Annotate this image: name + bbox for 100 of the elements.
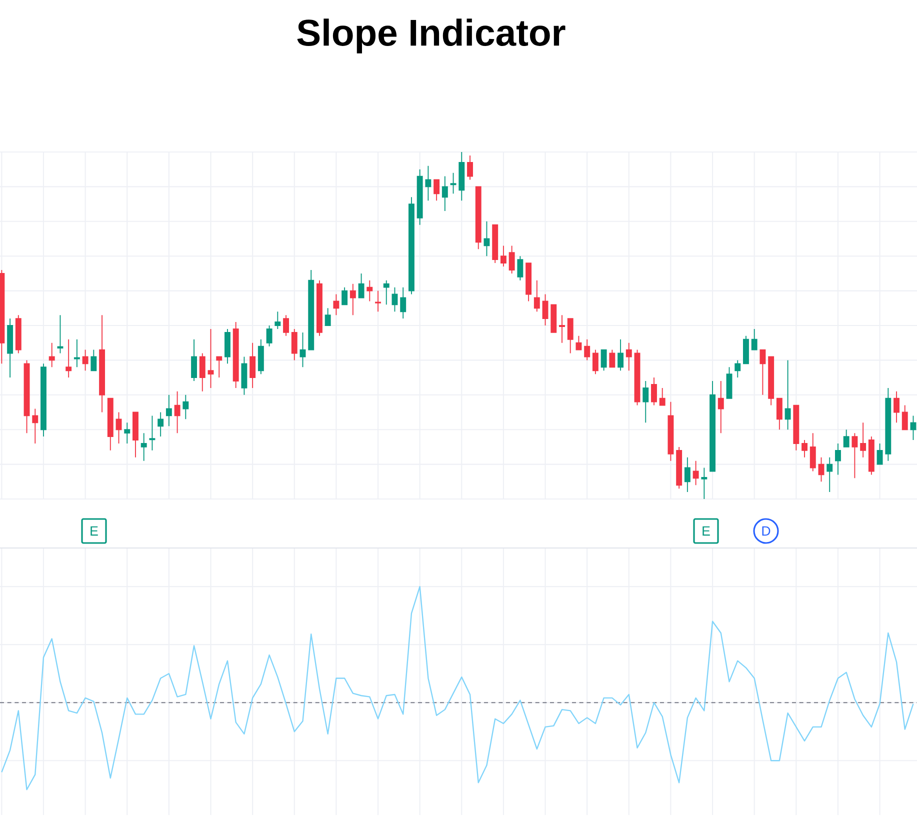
candlestick [316, 280, 322, 336]
candlestick [876, 443, 883, 465]
candlestick [7, 318, 14, 378]
candlestick [216, 356, 222, 378]
candlestick [24, 360, 30, 434]
candlestick [375, 290, 381, 312]
text: E [90, 526, 98, 536]
candlestick [718, 380, 724, 434]
candlestick [626, 342, 632, 372]
candlestick [751, 328, 758, 350]
candlestick [600, 349, 607, 372]
candlestick [442, 176, 448, 212]
candlestick [324, 308, 331, 326]
candlestick [642, 380, 649, 424]
candlestick [902, 404, 908, 430]
candlestick [434, 179, 440, 202]
candlestick [291, 328, 298, 361]
candlestick [584, 338, 590, 361]
candlestick [467, 155, 473, 180]
candlestick [166, 394, 172, 427]
candlestick [760, 349, 766, 396]
candlestick [860, 422, 866, 458]
candlestick [852, 432, 858, 479]
candlestick [475, 186, 482, 250]
candlestick [810, 432, 816, 472]
candlestick [458, 152, 465, 202]
candlestick [776, 398, 782, 430]
candlestick [500, 245, 506, 267]
candlestick [534, 280, 540, 312]
candlestick [333, 294, 340, 316]
candlestick [66, 338, 72, 378]
candlestick [258, 338, 264, 375]
text: D [762, 526, 770, 536]
candlestick [140, 432, 147, 462]
candlestick [659, 387, 666, 406]
candlestick [425, 165, 432, 202]
candlestick [132, 412, 138, 458]
candlestick [508, 245, 515, 274]
candlestick [784, 360, 791, 430]
candlestick [726, 366, 732, 399]
candlestick [885, 387, 892, 462]
candlestick [768, 356, 774, 406]
candlestick [710, 380, 716, 472]
candlestick [559, 314, 565, 344]
candlestick [308, 270, 314, 350]
candlestick [634, 349, 640, 406]
candlestick [191, 338, 198, 382]
candlestick [701, 467, 708, 500]
candlestick [684, 456, 690, 493]
text: E [702, 526, 710, 536]
candlestick [266, 325, 272, 347]
candlestick [592, 349, 598, 375]
candlestick [174, 390, 180, 434]
candlestick [668, 401, 674, 462]
candlestick [676, 446, 682, 490]
candlestick [383, 280, 390, 306]
candlestick [834, 443, 841, 476]
candlestick [224, 328, 230, 364]
candlestick [366, 280, 373, 302]
candlestick [793, 404, 800, 451]
candlestick [342, 286, 348, 306]
candlestick [15, 314, 22, 354]
candlestick [74, 338, 80, 368]
candlestick [692, 460, 699, 486]
candlestick [199, 352, 206, 392]
chart-title: Slope Indicator [297, 18, 566, 54]
candlestick [90, 349, 97, 372]
candlestick [416, 168, 423, 226]
candlestick [408, 196, 414, 295]
candlestick [0, 270, 5, 364]
candlestick [350, 283, 356, 316]
candlestick [567, 318, 574, 354]
candlestick [274, 311, 281, 330]
candlestick [149, 415, 156, 451]
candlestick [99, 314, 106, 413]
candlestick [250, 342, 256, 388]
candlestick [618, 338, 624, 372]
candlestick [550, 304, 557, 333]
candlestick [283, 314, 289, 336]
candlestick [743, 335, 749, 364]
candlestick [894, 390, 900, 424]
candlestick [40, 363, 46, 438]
candlestick [802, 440, 808, 458]
candlestick [124, 422, 130, 444]
candlestick [358, 272, 364, 298]
candlestick [526, 262, 532, 302]
candlestick [492, 224, 498, 264]
candlestick [158, 412, 164, 438]
candlestick [400, 286, 406, 320]
candlestick [826, 456, 833, 493]
candlestick [107, 398, 114, 451]
candlestick [232, 322, 239, 388]
candlestick [32, 408, 38, 444]
candlestick [182, 394, 189, 420]
candlestick [576, 335, 582, 350]
candlestick [843, 429, 850, 448]
candlestick [609, 349, 616, 368]
candlestick [48, 342, 55, 368]
candlestick [517, 256, 524, 281]
candlestick [651, 377, 657, 406]
